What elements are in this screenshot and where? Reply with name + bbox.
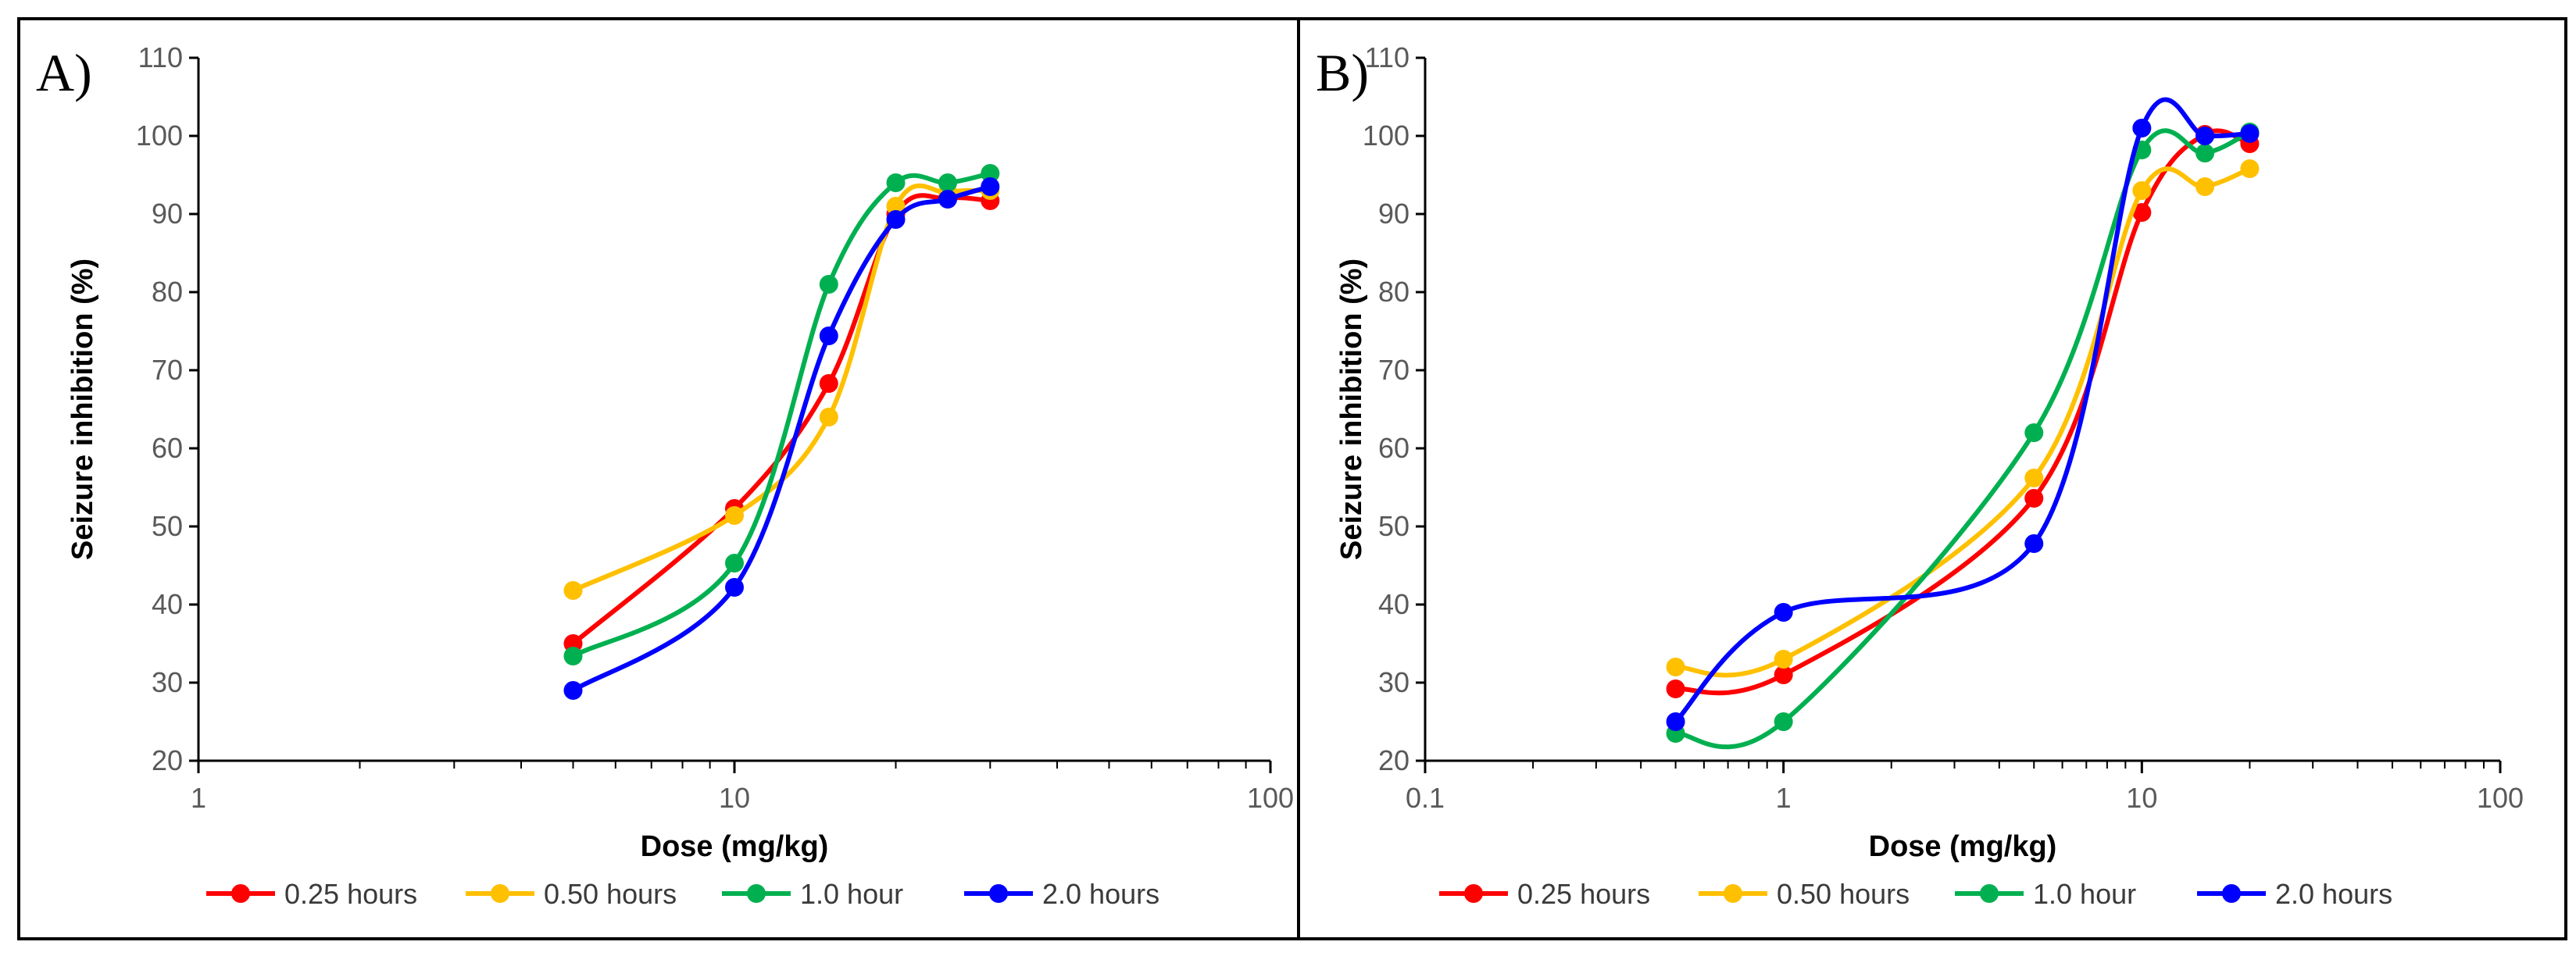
data-point bbox=[2240, 124, 2260, 143]
data-point bbox=[1666, 712, 1685, 731]
data-point bbox=[938, 173, 957, 192]
x-tick-label: 10 bbox=[719, 782, 750, 814]
y-tick-label: 20 bbox=[1378, 744, 1409, 776]
data-point bbox=[563, 681, 583, 700]
y-tick-label: 60 bbox=[1378, 432, 1409, 464]
data-point bbox=[1774, 712, 1793, 731]
series-line bbox=[572, 183, 991, 593]
legend-swatch-marker bbox=[2222, 884, 2241, 903]
legend-swatch-marker bbox=[747, 884, 766, 903]
legend-label: 2.0 hours bbox=[1042, 878, 1159, 910]
data-point bbox=[819, 275, 838, 294]
y-tick-label: 80 bbox=[1378, 276, 1409, 308]
data-point bbox=[2024, 469, 2044, 487]
data-point bbox=[725, 506, 744, 525]
data-point bbox=[1774, 603, 1793, 622]
data-point bbox=[981, 164, 1000, 183]
y-tick-label: 110 bbox=[138, 41, 183, 73]
series-line bbox=[571, 193, 991, 646]
data-point bbox=[2195, 144, 2215, 162]
series-line bbox=[1675, 128, 2251, 750]
y-axis-title: Seizure inhibition (%) bbox=[66, 259, 99, 560]
legend-label: 0.25 hours bbox=[1517, 878, 1650, 910]
y-tick-label: 90 bbox=[152, 198, 183, 230]
y-tick-label: 40 bbox=[152, 588, 183, 620]
y-tick-label: 70 bbox=[1378, 354, 1409, 386]
legend-swatch-marker bbox=[1980, 884, 1999, 903]
data-point bbox=[819, 326, 838, 345]
legend-label: 0.50 hours bbox=[544, 878, 677, 910]
y-tick-label: 30 bbox=[152, 666, 183, 698]
data-point bbox=[2024, 489, 2044, 508]
data-point bbox=[563, 581, 583, 600]
data-point bbox=[886, 210, 906, 229]
data-point bbox=[725, 578, 744, 597]
data-point bbox=[819, 408, 838, 426]
data-point bbox=[2132, 181, 2152, 200]
y-tick-label: 30 bbox=[1378, 666, 1409, 698]
x-tick-label: 1 bbox=[1776, 782, 1792, 814]
data-point bbox=[2240, 159, 2260, 178]
chart-panel-a: A) 20 30 40 50 60 70 80 90 100 110 1 10 100 Dose (mg/k… bbox=[17, 17, 1300, 940]
y-tick-label: 50 bbox=[152, 510, 183, 542]
data-point bbox=[2132, 119, 2152, 137]
legend-label: 2.0 hours bbox=[2275, 878, 2392, 910]
data-point bbox=[819, 374, 838, 393]
y-tick-label: 60 bbox=[152, 432, 183, 464]
data-point bbox=[725, 554, 744, 573]
legend-swatch-marker bbox=[491, 884, 509, 903]
panel-label: B) bbox=[1316, 43, 1369, 102]
data-point bbox=[1774, 650, 1793, 669]
data-point bbox=[2195, 177, 2215, 196]
data-point bbox=[1774, 665, 1793, 684]
y-tick-label: 100 bbox=[136, 120, 183, 152]
legend-label: 1.0 hour bbox=[2033, 878, 2136, 910]
legend-swatch-marker bbox=[989, 884, 1008, 903]
series-line bbox=[1675, 166, 2251, 678]
legend-swatch-marker bbox=[1464, 884, 1483, 903]
y-tick-label: 50 bbox=[1378, 510, 1409, 542]
y-tick-label: 80 bbox=[152, 276, 183, 308]
y-tick-label: 100 bbox=[1363, 120, 1409, 152]
series-line bbox=[571, 171, 991, 658]
y-tick-label: 110 bbox=[1365, 41, 1409, 73]
series-line bbox=[1675, 128, 2251, 696]
data-point bbox=[563, 647, 583, 665]
panel-label: A) bbox=[36, 43, 92, 102]
y-tick-label: 20 bbox=[152, 744, 183, 776]
x-tick-label: 1 bbox=[191, 782, 206, 814]
legend-swatch-marker bbox=[231, 884, 250, 903]
y-tick-label: 40 bbox=[1378, 588, 1409, 620]
x-tick-label: 100 bbox=[1247, 782, 1294, 814]
data-point bbox=[886, 173, 906, 192]
data-point bbox=[938, 190, 957, 209]
x-axis-title: Dose (mg/kg) bbox=[641, 830, 829, 863]
legend-label: 0.50 hours bbox=[1777, 878, 1910, 910]
data-point bbox=[1666, 680, 1685, 698]
legend-label: 1.0 hour bbox=[800, 878, 903, 910]
data-point bbox=[886, 197, 906, 216]
data-point bbox=[1666, 658, 1685, 676]
y-tick-label: 90 bbox=[1378, 198, 1409, 230]
series-line bbox=[1674, 97, 2250, 724]
y-tick-label: 70 bbox=[152, 354, 183, 386]
data-point bbox=[2195, 127, 2215, 145]
data-point bbox=[2132, 203, 2152, 222]
x-axis-title: Dose (mg/kg) bbox=[1869, 830, 2057, 863]
y-axis-title: Seizure inhibition (%) bbox=[1335, 259, 1368, 560]
legend-swatch-marker bbox=[1724, 884, 1742, 903]
x-tick-label: 100 bbox=[2477, 782, 2524, 814]
x-tick-label: 10 bbox=[2126, 782, 2157, 814]
legend-label: 0.25 hours bbox=[284, 878, 417, 910]
chart-panel-b: B) 20 30 40 50 60 70 80 90 100 110 0.1 1 10 100 Dose (m… bbox=[1297, 17, 2567, 940]
x-tick-label: 0.1 bbox=[1406, 782, 1445, 814]
data-point bbox=[981, 177, 1000, 196]
data-point bbox=[2024, 423, 2044, 442]
data-point bbox=[2024, 534, 2044, 553]
